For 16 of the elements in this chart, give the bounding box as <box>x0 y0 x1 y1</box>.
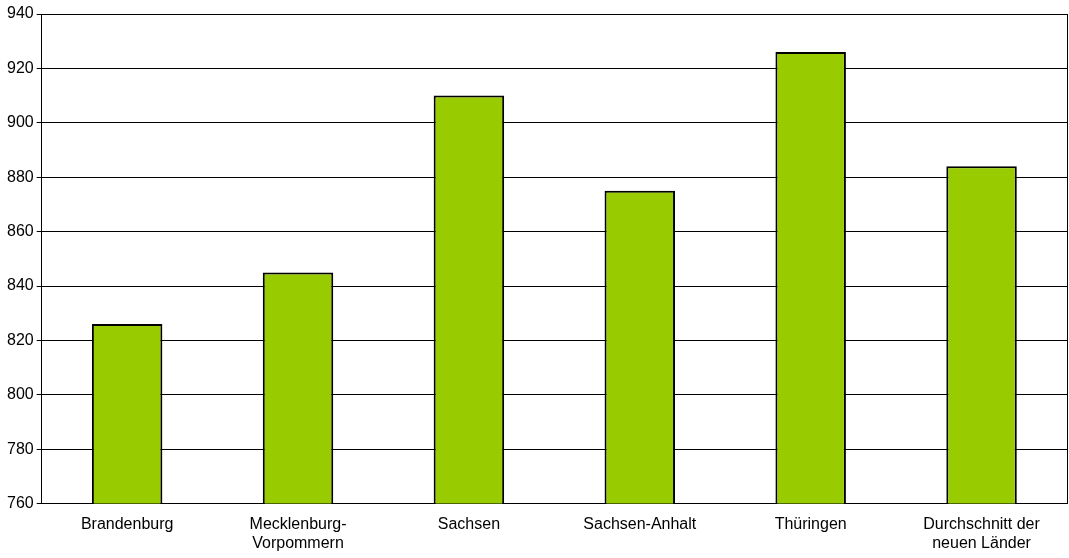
y-tick-label: 760 <box>6 494 34 512</box>
x-tick-label: Thüringen <box>774 514 847 532</box>
y-tick-label: 900 <box>6 113 34 131</box>
y-tick-label: 880 <box>6 167 34 185</box>
y-tick-label: 840 <box>6 276 34 294</box>
y-tick-label: 920 <box>6 58 34 76</box>
y-tick-label: 800 <box>6 385 34 403</box>
x-tick-label: Mecklenburg-Vorpommern <box>249 514 347 551</box>
x-tick-label: Brandenburg <box>80 514 174 532</box>
x-tick-label: Sachsen-Anhalt <box>583 514 697 532</box>
y-tick-label: 820 <box>6 330 34 348</box>
y-tick-label: 780 <box>6 439 34 457</box>
x-tick-label: Sachsen <box>437 514 501 532</box>
y-tick-label: 860 <box>6 222 34 240</box>
y-tick-label: 940 <box>6 4 34 22</box>
x-tick-label: Durchschnitt der neuen Länder <box>923 514 1041 551</box>
